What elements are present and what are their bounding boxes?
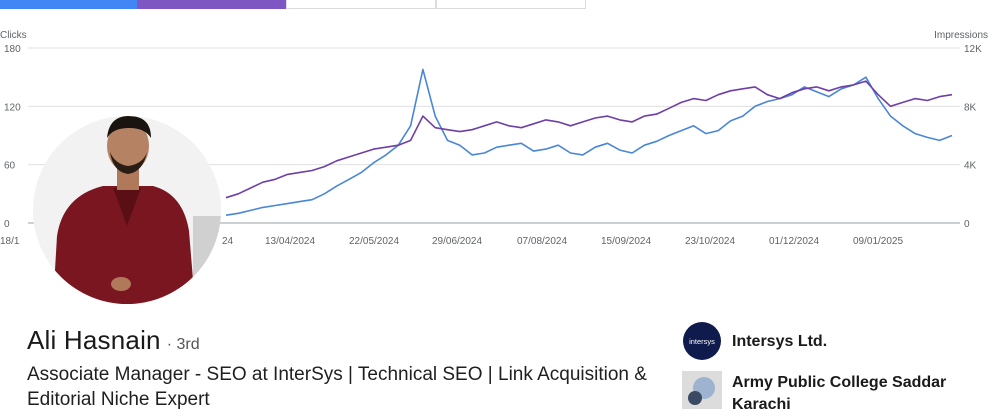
y-tick-label-left: 180: [4, 44, 21, 55]
y-tick-label-left: 60: [4, 161, 16, 172]
connection-degree: · 3rd: [166, 336, 200, 353]
tab-impressions[interactable]: [137, 0, 286, 9]
series-line-impressions: [225, 80, 953, 199]
x-tick-label: 15/09/2024: [601, 236, 651, 247]
y-axis-right-label: Impressions: [934, 30, 988, 41]
y-tick-label-left: 0: [4, 219, 10, 230]
series-line-clicks: [225, 68, 953, 216]
x-tick-label: 01/12/2024: [769, 236, 819, 247]
x-tick-label: 09/01/2025: [853, 236, 903, 247]
performance-chart: Clicks Impressions 180 12K 120 8K 60 4K 0 0 18/1 24…: [0, 30, 988, 247]
x-tick-label: 22/05/2024: [349, 236, 399, 247]
y-tick-label-right: 4K: [964, 161, 977, 172]
profile-name-row: Ali Hasnain · 3rd: [27, 325, 200, 356]
profile-name[interactable]: Ali Hasnain: [27, 325, 161, 355]
x-tick-label: 18/1: [0, 236, 20, 247]
x-tick-label: 23/10/2024: [685, 236, 735, 247]
y-tick-label-left: 120: [4, 102, 21, 113]
person-photo-icon: [33, 116, 221, 304]
chart-svg: Clicks Impressions 180 12K 120 8K 60 4K 0 0 18/1 24…: [0, 30, 988, 247]
y-tick-label-right: 12K: [964, 44, 982, 55]
profile-headline: Associate Manager - SEO at InterSys | Te…: [27, 364, 647, 410]
avatar[interactable]: [33, 116, 221, 304]
experience-item-intersys[interactable]: intersys Intersys Ltd.: [682, 322, 982, 360]
tab-clicks[interactable]: [0, 0, 137, 9]
y-axis-left-label: Clicks: [0, 30, 27, 41]
experience-label: Army Public College Saddar Karachi: [732, 374, 947, 413]
intersys-logo-icon: intersys: [683, 322, 721, 360]
experience-item-school[interactable]: Army Public College Saddar Karachi: [682, 371, 982, 416]
y-tick-label-right: 8K: [964, 102, 977, 113]
svg-text:intersys: intersys: [689, 337, 715, 346]
x-tick-label: 29/06/2024: [432, 236, 482, 247]
tab-position[interactable]: [436, 0, 586, 9]
metric-tabs: [0, 0, 586, 9]
school-logo-icon: [682, 371, 722, 409]
x-tick-label: 13/04/2024: [265, 236, 315, 247]
x-tick-label: 07/08/2024: [517, 236, 567, 247]
y-tick-label-right: 0: [964, 219, 970, 230]
tab-ctr[interactable]: [286, 0, 436, 9]
experience-label: Intersys Ltd.: [732, 333, 828, 350]
x-tick-label: 24: [222, 236, 234, 247]
